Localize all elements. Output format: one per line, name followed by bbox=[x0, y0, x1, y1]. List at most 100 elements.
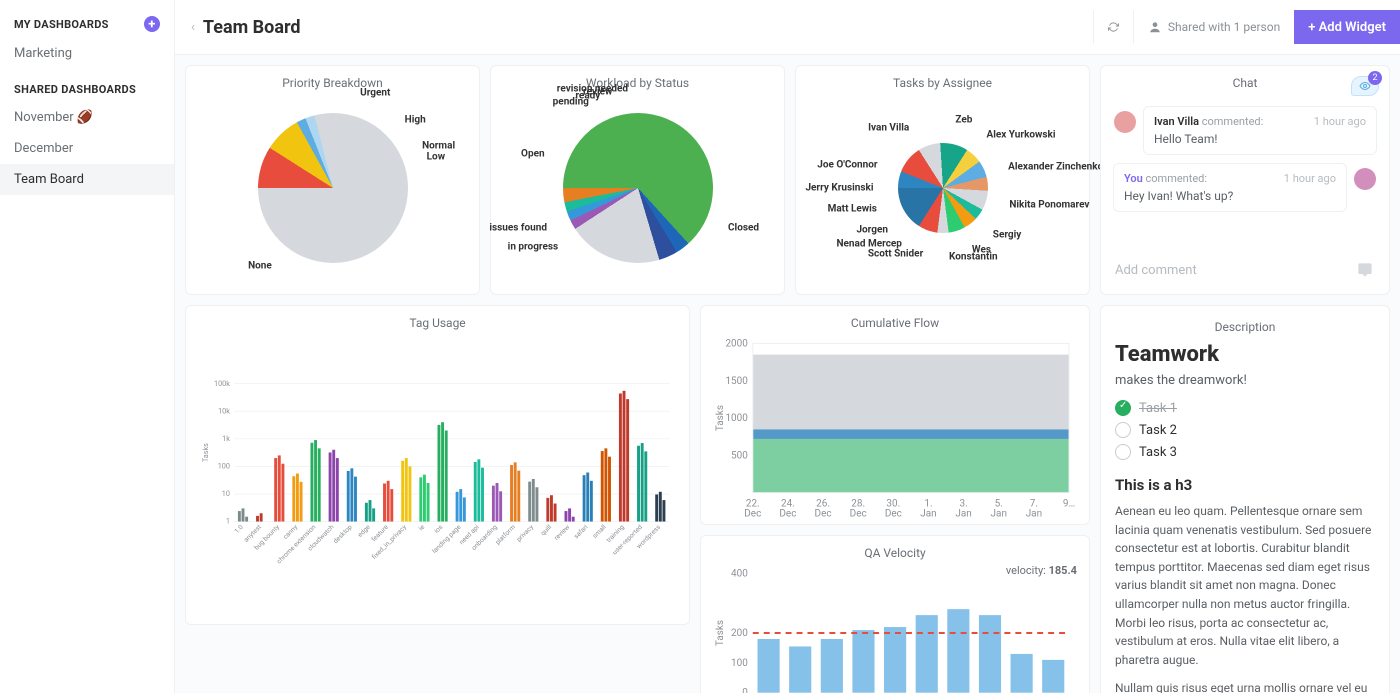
task-item[interactable]: Task 2 bbox=[1115, 422, 1375, 438]
bar bbox=[459, 489, 462, 521]
svg-text:Jan: Jan bbox=[991, 509, 1007, 520]
sidebar-item[interactable]: Marketing bbox=[0, 38, 174, 69]
description-p2: Nullam quis risus eget urna mollis ornar… bbox=[1115, 679, 1375, 693]
back-chevron-icon[interactable]: ‹ bbox=[191, 20, 195, 35]
svg-text:1: 1 bbox=[226, 517, 230, 526]
bar bbox=[554, 504, 557, 522]
pie-label: Zeb bbox=[955, 115, 972, 126]
svg-text:Tasks: Tasks bbox=[715, 405, 726, 431]
sidebar-shared-heading: SHARED DASHBOARDS bbox=[0, 77, 174, 102]
bar bbox=[354, 477, 357, 522]
bar bbox=[619, 393, 622, 521]
bar bbox=[300, 482, 303, 522]
cumulative-flow-card: Cumulative Flow 500100015002000Tasks22.D… bbox=[700, 305, 1090, 525]
task-item[interactable]: Task 1 bbox=[1115, 400, 1375, 416]
svg-text:platform: platform bbox=[494, 523, 517, 546]
pie-label: Nenad Mercep bbox=[836, 238, 902, 249]
bar bbox=[477, 459, 480, 521]
bar bbox=[256, 516, 259, 522]
svg-text:2000: 2000 bbox=[725, 338, 748, 349]
svg-text:10k: 10k bbox=[218, 406, 230, 415]
chat-badge-icon[interactable] bbox=[1351, 76, 1379, 96]
pie-label: Konstantin bbox=[949, 251, 998, 262]
card-title: Chat bbox=[1113, 76, 1377, 90]
shared-with-label: Shared with 1 person bbox=[1168, 20, 1280, 34]
tag-usage-card: Tag Usage 1101001k10k100kTasks1.0anytest… bbox=[185, 305, 690, 625]
bar bbox=[401, 461, 404, 522]
pie-label: in progress bbox=[508, 242, 558, 253]
description-sub: makes the dreamwork! bbox=[1115, 373, 1375, 388]
refresh-button[interactable] bbox=[1093, 10, 1133, 44]
bar bbox=[456, 492, 459, 522]
area bbox=[753, 355, 1069, 430]
bar bbox=[427, 483, 430, 522]
bar bbox=[329, 452, 332, 521]
add-widget-label: + Add Widget bbox=[1308, 20, 1386, 35]
checkbox-icon[interactable] bbox=[1115, 444, 1131, 460]
bar bbox=[492, 486, 495, 522]
bar bbox=[314, 440, 317, 521]
bar bbox=[659, 492, 662, 522]
task-item[interactable]: Task 3 bbox=[1115, 444, 1375, 460]
bar bbox=[369, 500, 372, 521]
svg-text:500: 500 bbox=[731, 450, 748, 461]
svg-text:200: 200 bbox=[731, 628, 748, 639]
card-title: Priority Breakdown bbox=[198, 76, 467, 90]
task-label: Task 2 bbox=[1139, 423, 1177, 438]
add-dashboard-button[interactable]: + bbox=[144, 16, 160, 32]
bar bbox=[637, 446, 640, 522]
bar bbox=[405, 458, 408, 521]
bar bbox=[260, 513, 263, 521]
bar bbox=[387, 481, 390, 522]
bar bbox=[608, 457, 611, 522]
bar bbox=[372, 508, 375, 521]
svg-text:Jan: Jan bbox=[955, 509, 971, 520]
area bbox=[753, 429, 1069, 439]
sidebar-item[interactable]: November 🏈 bbox=[0, 102, 174, 133]
card-title: Tag Usage bbox=[198, 316, 677, 330]
bar bbox=[601, 451, 604, 521]
bar bbox=[365, 503, 368, 522]
checkbox-icon[interactable] bbox=[1115, 422, 1131, 438]
svg-text:Tasks: Tasks bbox=[201, 443, 210, 462]
bar bbox=[528, 482, 531, 522]
bar bbox=[474, 462, 477, 522]
bar bbox=[852, 630, 874, 693]
svg-text:1000: 1000 bbox=[725, 413, 748, 424]
bar bbox=[517, 471, 520, 522]
workload-status-card: Workload by Status Closedin progressissu… bbox=[490, 65, 785, 295]
bar bbox=[245, 517, 248, 522]
comment-icon bbox=[1355, 262, 1375, 278]
svg-text:100: 100 bbox=[218, 462, 230, 471]
bar bbox=[568, 508, 571, 521]
bar bbox=[623, 391, 626, 522]
pie-label: Alex Yurkowski bbox=[986, 129, 1055, 140]
bar bbox=[586, 473, 589, 522]
svg-text:quill: quill bbox=[539, 523, 553, 537]
add-widget-button[interactable]: + Add Widget bbox=[1294, 10, 1400, 44]
sidebar-item[interactable]: December bbox=[0, 133, 174, 164]
bar bbox=[514, 462, 517, 521]
description-h3: This is a h3 bbox=[1115, 476, 1375, 494]
card-title: Tasks by Assignee bbox=[808, 76, 1077, 90]
bar bbox=[445, 431, 448, 522]
sidebar-item[interactable]: Team Board bbox=[0, 164, 174, 195]
sidebar-shared-label: SHARED DASHBOARDS bbox=[14, 83, 136, 96]
pie-label: revision needed bbox=[557, 84, 628, 95]
add-comment-input[interactable]: Add comment bbox=[1113, 256, 1377, 284]
pie-label: None bbox=[248, 261, 272, 272]
shared-with-button[interactable]: Shared with 1 person bbox=[1133, 10, 1294, 44]
tasks-assignee-card: Tasks by Assignee ZebAlex YurkowskiAlexa… bbox=[795, 65, 1090, 295]
bar bbox=[441, 422, 444, 521]
bar bbox=[423, 475, 426, 522]
pie-chart bbox=[898, 143, 988, 233]
svg-text:Tasks: Tasks bbox=[715, 620, 726, 646]
svg-text:Dec: Dec bbox=[779, 509, 796, 520]
description-heading: Teamwork bbox=[1115, 342, 1375, 367]
svg-text:Dec: Dec bbox=[885, 509, 902, 520]
checkbox-icon[interactable] bbox=[1115, 400, 1131, 416]
bar bbox=[604, 448, 607, 521]
bar bbox=[979, 615, 1001, 693]
bar bbox=[572, 517, 575, 522]
bar bbox=[350, 468, 353, 521]
